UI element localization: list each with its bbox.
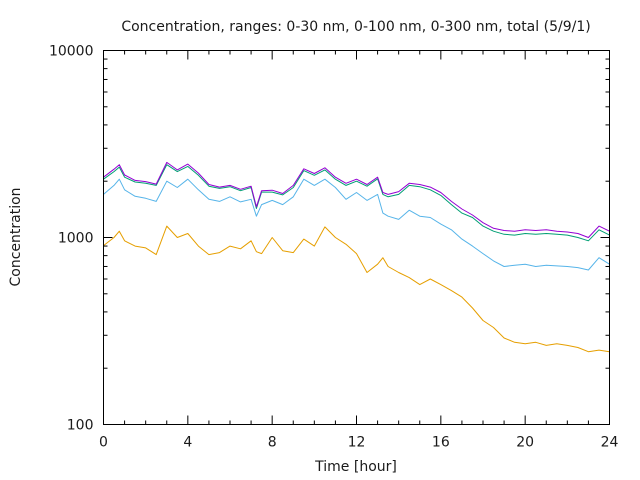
x-tick-label: 24 (601, 435, 619, 451)
series-line-0-300-nm (103, 164, 610, 242)
x-tick-label: 12 (348, 435, 366, 451)
y-axis-label: Concentration (8, 187, 24, 286)
x-axis-label: Time [hour] (314, 459, 397, 475)
x-tick-label: 20 (516, 435, 534, 451)
series-line-0-100-nm (103, 178, 610, 271)
x-tick-label: 16 (432, 435, 450, 451)
y-tick-label: 10000 (49, 44, 94, 60)
x-tick-label: 0 (99, 435, 108, 451)
series-line-0-30-nm (103, 225, 610, 353)
x-tick-label: 8 (268, 435, 277, 451)
series-layer (103, 161, 610, 353)
y-tick-label: 1000 (58, 231, 94, 247)
ticks-layer (103, 50, 610, 425)
series-line-total (103, 161, 610, 238)
chart-title: Concentration, ranges: 0-30 nm, 0-100 nm… (121, 19, 590, 35)
y-tick-label: 100 (67, 418, 94, 434)
plot-frame (103, 50, 610, 425)
x-tick-label: 4 (183, 435, 192, 451)
tick-labels-layer: 0 4 8 12 16 20 24 100 1000 10000 (49, 44, 619, 451)
